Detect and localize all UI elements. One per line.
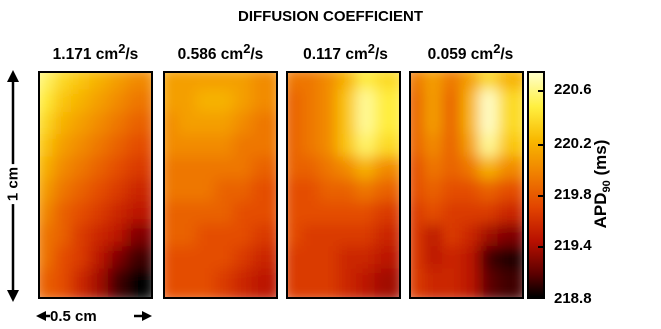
- panel-title-2: 0.586 cm2/s: [177, 41, 264, 64]
- heatmap-cell: [251, 268, 276, 297]
- horizontal-scale-label: 0.5 cm: [50, 308, 97, 325]
- heatmap-svg-1: [40, 73, 151, 297]
- colorbar: [527, 71, 545, 299]
- heatmap-svg-2: [165, 73, 276, 297]
- colorbar-tick: [538, 195, 545, 197]
- heatmap-cell: [374, 268, 399, 297]
- heatmap-svg-3: [288, 73, 399, 297]
- heatmap-svg-4: [411, 73, 522, 297]
- heatmap-cell: [126, 268, 151, 297]
- heatmap-panel-4: [409, 71, 524, 299]
- colorbar-tick-label: 220.6: [554, 81, 592, 98]
- heatmap-panel-1: [38, 71, 153, 299]
- left-arrow-icon: [36, 311, 50, 321]
- colorbar-tick-label: 219.8: [554, 186, 592, 203]
- colorbar-label: APD90 (ms): [590, 139, 614, 229]
- heatmap-panel-3: [286, 71, 401, 299]
- panel-title-4: 0.059 cm2/s: [427, 41, 514, 64]
- vertical-scale-label: 1 cm: [4, 163, 22, 205]
- colorbar-tick: [538, 246, 545, 248]
- figure-title: DIFFUSION COEFFICIENT: [238, 8, 423, 25]
- colorbar-tick: [538, 144, 545, 146]
- heatmap-cell: [497, 268, 522, 297]
- panel-title-3: 0.117 cm2/s: [303, 41, 388, 64]
- colorbar-tick: [538, 90, 545, 92]
- heatmap-panel-2: [163, 71, 278, 299]
- colorbar-tick-label: 220.2: [554, 135, 592, 152]
- colorbar-tick-label: 219.4: [554, 237, 592, 254]
- right-arrow-icon: [134, 311, 152, 321]
- panel-title-1: 1.171 cm2/s: [52, 41, 139, 64]
- colorbar-tick-label: 218.8: [554, 290, 592, 307]
